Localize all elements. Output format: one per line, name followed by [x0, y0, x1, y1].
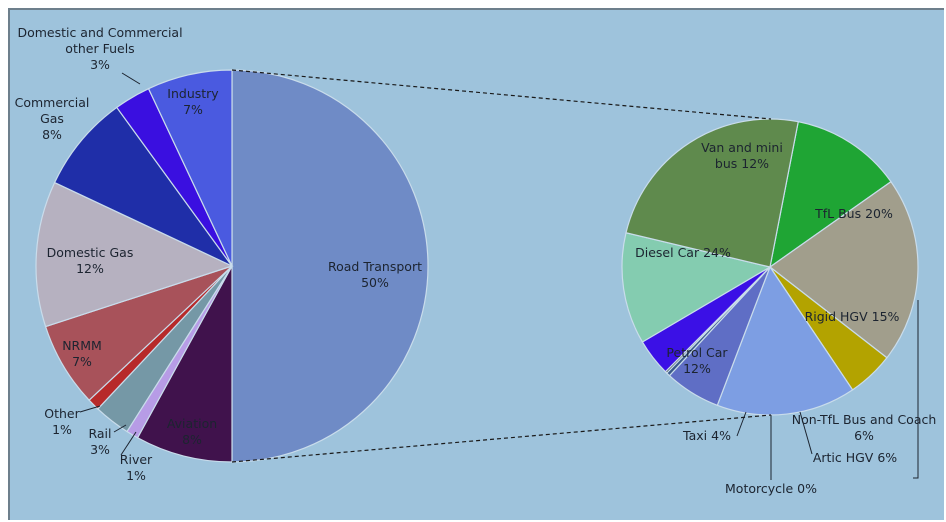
label-road-transport: Road Transport 50% — [328, 259, 422, 290]
main-pie-labels: Road Transport 50% Aviation 8% River 1% Rail 3%… — [15, 25, 422, 483]
label-petrol-car: Petrol Car 12% — [666, 345, 728, 376]
slice-tfl-bus — [768, 180, 919, 359]
slice-van-and-mini-bus — [769, 121, 892, 269]
label-industry: Industry 7% — [167, 86, 219, 117]
detail-pie — [621, 118, 919, 416]
slice-aviation — [136, 265, 233, 463]
main-pie — [35, 69, 429, 463]
label-domestic-gas: Domestic Gas 12% — [47, 245, 134, 276]
label-aviation: Aviation 8% — [167, 416, 217, 447]
label-artic-hgv: Artic HGV 6% — [813, 450, 897, 465]
connector-lines — [231, 69, 772, 463]
label-commercial-gas: Commercial Gas 8% — [15, 95, 90, 142]
slice-road-transport — [231, 69, 429, 463]
label-river: River 1% — [120, 452, 153, 483]
leader-line — [113, 424, 127, 433]
label-taxi: Taxi 4% — [682, 428, 731, 443]
slice-commercial-gas — [53, 106, 233, 267]
slice-petrol-car — [621, 232, 772, 343]
label-non-tfl-bus-and-coach: Non-TfL Bus and Coach 6% — [792, 412, 937, 443]
label-other: Other 1% — [44, 406, 80, 437]
leader-line — [736, 411, 747, 437]
slice-diesel-car — [625, 118, 799, 268]
label-nrmm: NRMM 7% — [62, 338, 102, 369]
label-diesel-car: Diesel Car 24% — [635, 245, 731, 260]
label-domestic-and-commercial-other-fuels: Domestic and Commercial other Fuels 3% — [17, 25, 182, 72]
leader-line — [79, 405, 101, 413]
leader-line — [120, 431, 137, 456]
leader-line — [799, 411, 813, 455]
label-van-and-mini-bus: Van and mini bus 12% — [701, 140, 783, 171]
slice-domestic-gas — [35, 181, 234, 328]
slice-industry — [147, 69, 233, 267]
detail-pie-labels: Van and mini bus 12% TfL Bus 20% Rigid HGV … — [635, 140, 936, 496]
connector-bottom — [231, 414, 772, 463]
label-motorcycle: Motorcycle 0% — [725, 481, 817, 496]
label-tfl-bus: TfL Bus 20% — [814, 206, 893, 221]
connector-top — [231, 69, 772, 120]
slice-rigid-hgv — [716, 265, 854, 416]
label-rail: Rail 3% — [88, 426, 111, 457]
label-rigid-hgv: Rigid HGV 15% — [805, 309, 900, 324]
leader-line — [913, 300, 919, 479]
leader-line — [121, 72, 141, 85]
